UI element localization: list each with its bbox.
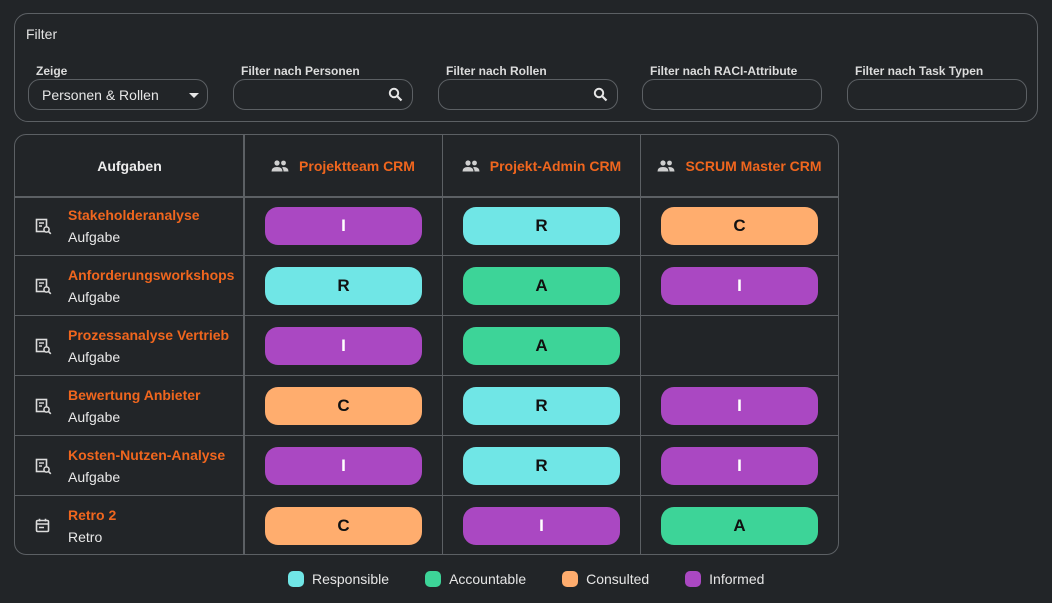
persons-filter-input[interactable] <box>233 79 413 110</box>
raci-cell-i[interactable]: I <box>661 387 818 425</box>
raci-cell-r[interactable]: R <box>463 447 620 485</box>
column-divider <box>640 135 641 554</box>
legend-swatch <box>685 571 702 587</box>
task-type-label: Retro <box>68 529 103 545</box>
roles-filter-input[interactable] <box>438 79 618 110</box>
row-divider <box>15 255 838 256</box>
group-icon <box>462 159 480 172</box>
column-header-label: SCRUM Master CRM <box>685 157 822 174</box>
column-header-projekt-admin[interactable]: Projekt-Admin CRM <box>443 135 640 196</box>
task-search-icon <box>35 278 52 300</box>
table-row: Bewertung Anbieter Aufgabe C R I <box>15 377 838 437</box>
raci-filter-input[interactable] <box>642 79 822 110</box>
legend-item-accountable: Accountable <box>425 571 526 587</box>
legend: Responsible Accountable Consulted Inform… <box>288 571 800 587</box>
legend-item-informed: Informed <box>685 571 764 587</box>
legend-label: Informed <box>709 571 765 587</box>
table-row: Anforderungsworkshops Aufgabe R A I <box>15 257 838 317</box>
legend-item-responsible: Responsible <box>288 571 389 587</box>
dropdown-arrow-icon <box>189 93 199 98</box>
raci-matrix: Aufgaben Projektteam CRM Projekt-Admin C… <box>14 134 839 555</box>
show-select-value: Personen & Rollen <box>42 87 159 103</box>
task-search-icon <box>35 338 52 360</box>
raci-cell-r[interactable]: R <box>463 387 620 425</box>
row-divider <box>15 435 838 436</box>
raci-cell-i[interactable]: I <box>265 327 422 365</box>
row-divider <box>15 375 838 376</box>
roles-filter-label: Filter nach Rollen <box>446 64 547 78</box>
raci-cell-i[interactable]: I <box>661 267 818 305</box>
task-search-icon <box>35 458 52 480</box>
persons-filter: Filter nach Personen <box>233 64 413 110</box>
raci-cell-i[interactable]: I <box>661 447 818 485</box>
table-row: Kosten-Nutzen-Analyse Aufgabe I R I <box>15 437 838 497</box>
search-icon[interactable] <box>593 87 608 102</box>
legend-item-consulted: Consulted <box>562 571 649 587</box>
raci-cell-a[interactable]: A <box>661 507 818 545</box>
task-type-label: Aufgabe <box>68 469 121 485</box>
task-type-label: Aufgabe <box>68 289 121 305</box>
column-header-label: Projekt-Admin CRM <box>489 157 622 174</box>
group-icon <box>657 159 675 172</box>
table-row: Stakeholderanalyse Aufgabe I R C <box>15 197 838 257</box>
tasks-column-header: Aufgaben <box>97 157 162 174</box>
tasktype-filter: Filter nach Task Typen <box>847 64 1027 110</box>
filter-title: Filter <box>26 26 58 42</box>
header-divider <box>15 196 838 198</box>
tasktype-filter-input[interactable] <box>847 79 1027 110</box>
legend-label: Accountable <box>449 571 527 587</box>
filter-panel: Filter Zeige Personen & Rollen Filter na… <box>14 13 1038 122</box>
column-header-projektteam[interactable]: Projektteam CRM <box>244 135 442 196</box>
persons-filter-label: Filter nach Personen <box>241 64 360 78</box>
raci-cell-i[interactable]: I <box>265 447 422 485</box>
raci-cell-c[interactable]: C <box>661 207 818 245</box>
raci-cell-c[interactable]: C <box>265 507 422 545</box>
row-divider <box>15 315 838 316</box>
table-row: Retro 2 Retro C I A <box>15 497 838 554</box>
tasktype-filter-label: Filter nach Task Typen <box>855 64 984 78</box>
show-filter: Zeige Personen & Rollen <box>28 64 208 110</box>
task-name-link[interactable]: Prozessanalyse Vertrieb <box>68 327 230 343</box>
legend-swatch <box>562 571 579 587</box>
column-divider <box>243 135 245 554</box>
search-icon[interactable] <box>388 87 403 102</box>
raci-cell-r[interactable]: R <box>463 207 620 245</box>
roles-filter: Filter nach Rollen <box>438 64 618 110</box>
column-header-label: Projektteam CRM <box>299 157 415 174</box>
raci-cell-c[interactable]: C <box>265 387 422 425</box>
row-divider <box>15 495 838 496</box>
table-row: Prozessanalyse Vertrieb Aufgabe I A <box>15 317 838 377</box>
task-name-link[interactable]: Retro 2 <box>68 507 117 523</box>
task-type-label: Aufgabe <box>68 349 121 365</box>
show-label: Zeige <box>36 64 68 78</box>
column-header-scrum-master[interactable]: SCRUM Master CRM <box>641 135 838 196</box>
column-divider <box>442 135 443 554</box>
calendar-icon <box>35 518 50 538</box>
task-name-link[interactable]: Bewertung Anbieter <box>68 387 201 403</box>
legend-label: Responsible <box>312 571 390 587</box>
task-search-icon <box>35 218 52 240</box>
raci-cell-i[interactable]: I <box>265 207 422 245</box>
task-type-label: Aufgabe <box>68 409 121 425</box>
task-search-icon <box>35 398 52 420</box>
raci-cell-a[interactable]: A <box>463 327 620 365</box>
raci-cell-r[interactable]: R <box>265 267 422 305</box>
task-name-link[interactable]: Stakeholderanalyse <box>68 207 200 223</box>
raci-filter-label: Filter nach RACI-Attribute <box>650 64 798 78</box>
legend-label: Consulted <box>586 571 650 587</box>
task-type-label: Aufgabe <box>68 229 121 245</box>
group-icon <box>271 159 289 172</box>
legend-swatch <box>288 571 304 587</box>
raci-filter: Filter nach RACI-Attribute <box>642 64 822 110</box>
raci-cell-i[interactable]: I <box>463 507 620 545</box>
show-select[interactable]: Personen & Rollen <box>28 79 208 110</box>
raci-cell-a[interactable]: A <box>463 267 620 305</box>
task-name-link[interactable]: Kosten-Nutzen-Analyse <box>68 447 226 463</box>
task-name-link[interactable]: Anforderungsworkshops <box>68 267 235 283</box>
legend-swatch <box>425 571 442 587</box>
